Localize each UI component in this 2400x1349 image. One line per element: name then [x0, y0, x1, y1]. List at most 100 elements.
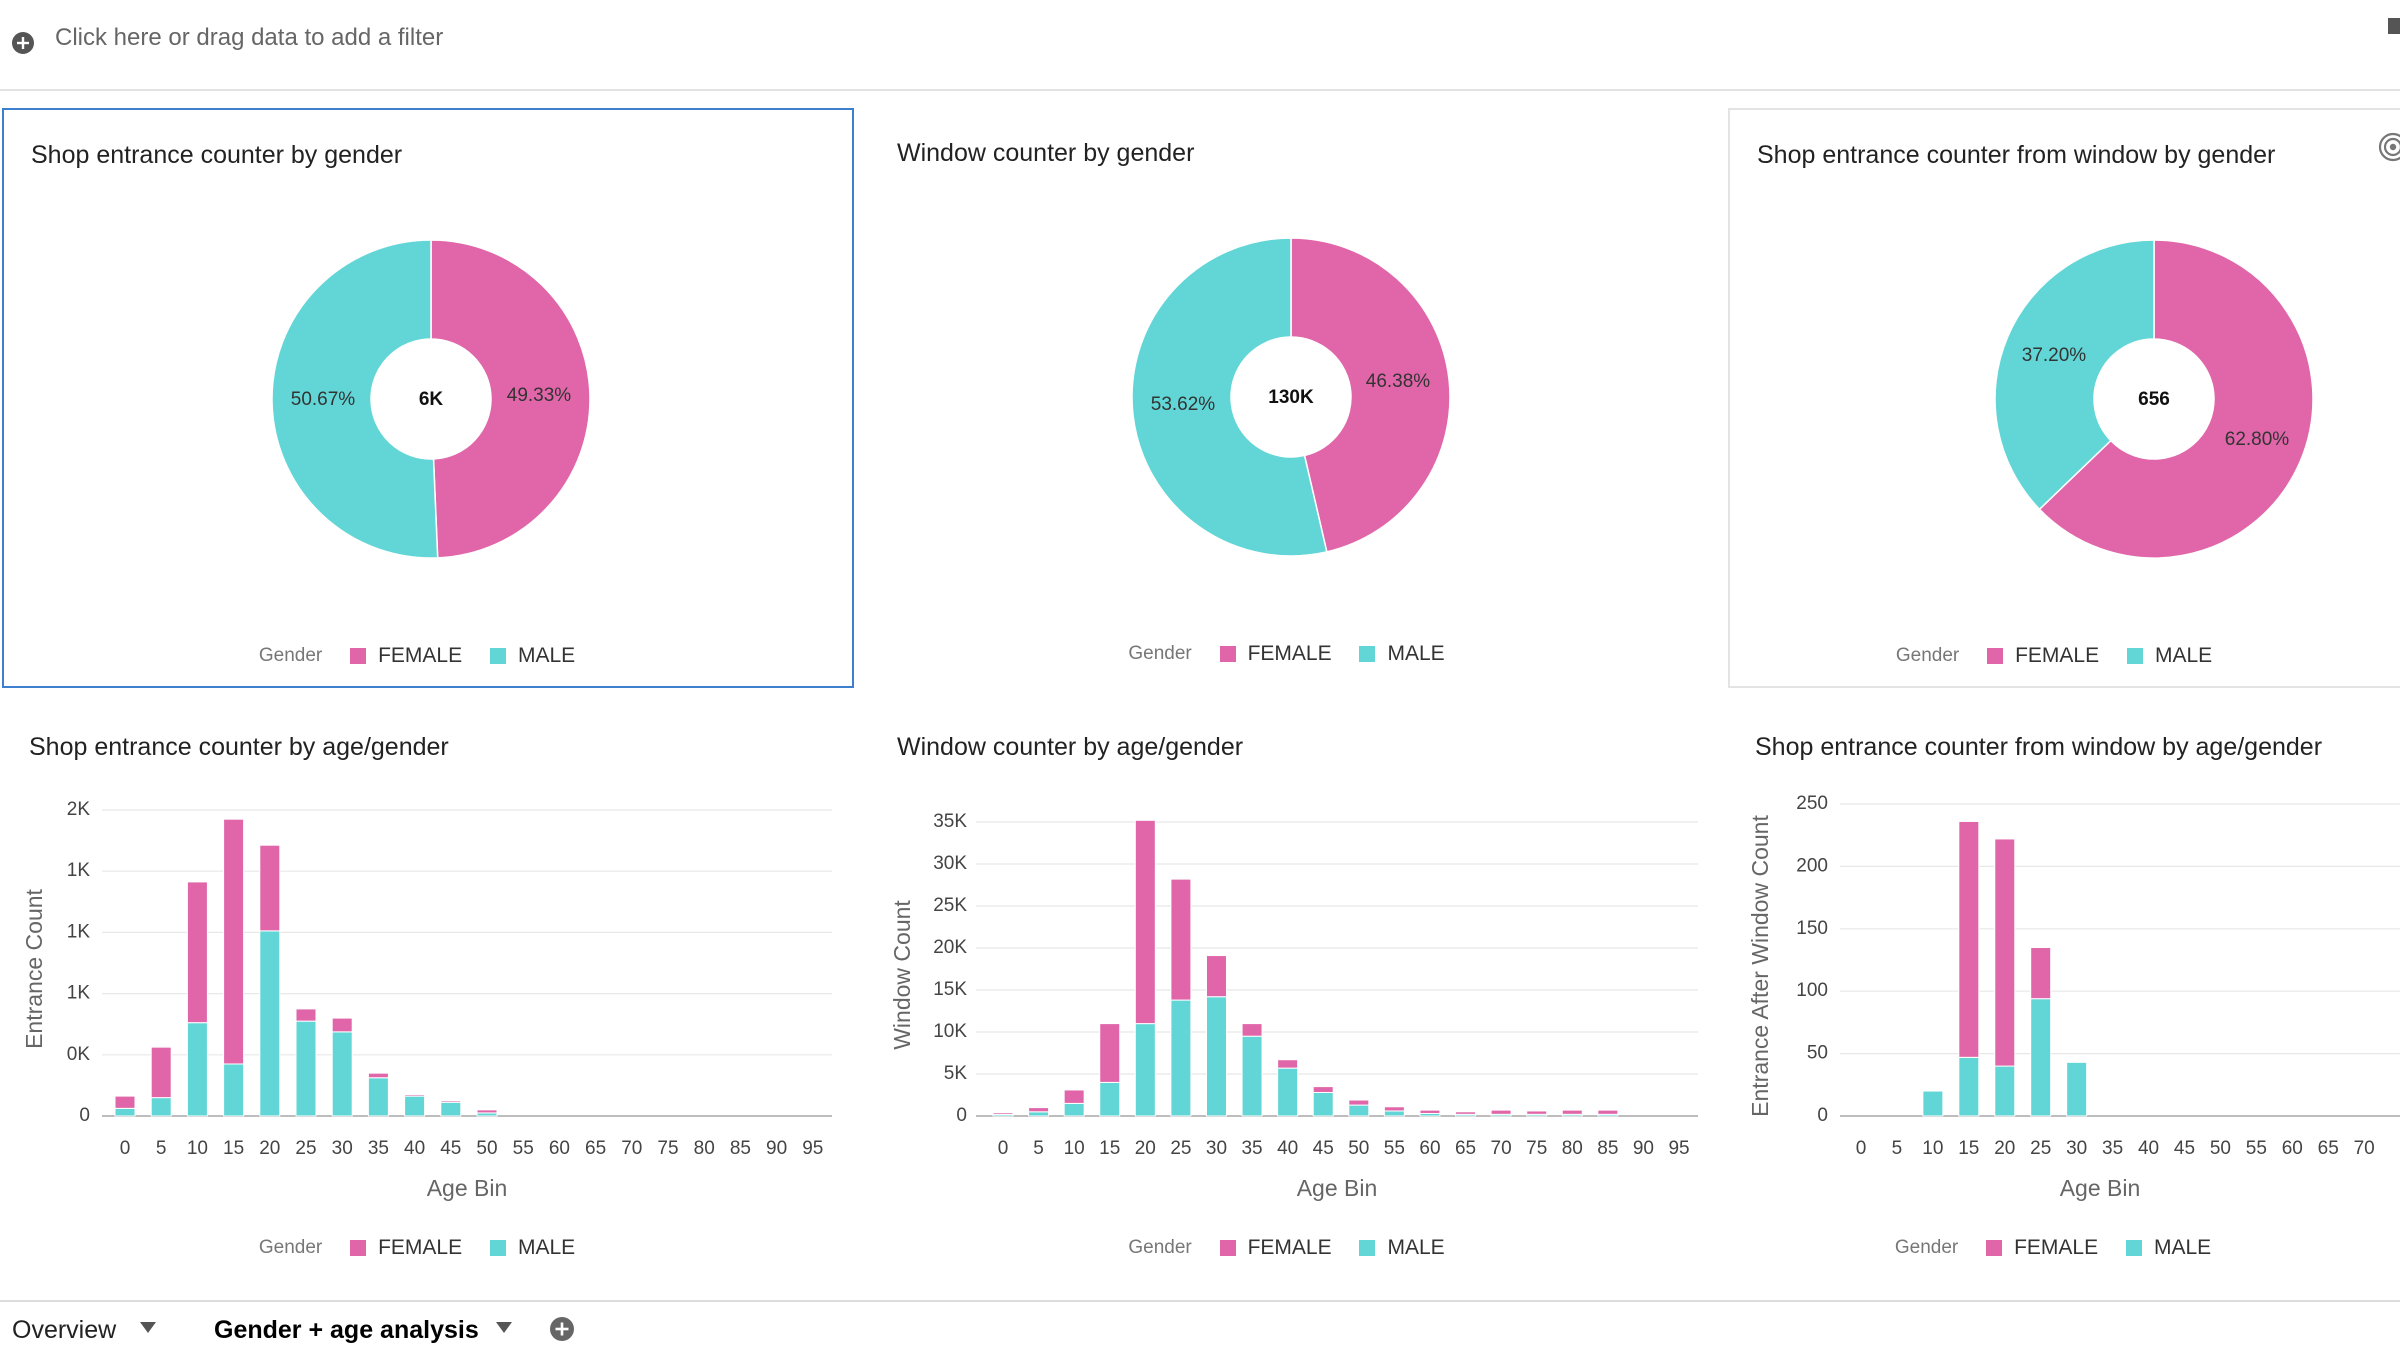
x-tick-label: 60 [549, 1138, 570, 1159]
bar-segment-female [1170, 878, 1192, 1001]
y-tick-label: 0K [67, 1044, 91, 1065]
y-tick-label: 100 [1796, 980, 1828, 1001]
x-tick-label: 25 [295, 1138, 316, 1159]
legend-label-male[interactable]: MALE [1387, 642, 1445, 666]
y-tick-label: 35K [933, 811, 967, 832]
x-tick-label: 30 [1206, 1138, 1227, 1159]
panel-window-by-age-gender[interactable]: Window counter by age/gender 0 5K 10K 15K 20… [870, 702, 1725, 1282]
legend-label-female[interactable]: FEMALE [2015, 644, 2100, 668]
legend-label-female[interactable]: FEMALE [1247, 642, 1332, 666]
legend-label-female[interactable]: FEMALE [378, 644, 463, 668]
panel-shop-entrance-from-window-by-gender[interactable]: Shop entrance counter from window by gen… [1728, 108, 2400, 688]
bar-segment-male [1958, 1056, 1980, 1117]
x-tick-label: 70 [621, 1138, 642, 1159]
legend-title: Gender [1128, 643, 1192, 665]
y-tick-label: 1K [67, 983, 91, 1004]
x-tick-label: 20 [1994, 1138, 2015, 1159]
x-tick-label: 10 [1064, 1138, 1085, 1159]
y-axis-title: Entrance Count [21, 888, 47, 1048]
panel-title: Shop entrance counter by age/gender [29, 733, 449, 761]
bar-segment-female [1994, 838, 2016, 1067]
x-tick-label: 45 [1313, 1138, 1334, 1159]
x-axis-title: Age Bin [1297, 1175, 1378, 1201]
legend-title: Gender [258, 1237, 323, 1259]
legend-title: Gender [1894, 1237, 1959, 1259]
bar-segment-male [440, 1101, 462, 1117]
x-tick-label: 35 [2102, 1138, 2123, 1159]
tab-gender-age-dropdown-icon[interactable] [496, 1322, 512, 1333]
bar-segment-female [1490, 1109, 1512, 1115]
x-tick-label: 95 [1668, 1138, 1689, 1159]
x-tick-label: 55 [513, 1138, 534, 1159]
legend-title: Gender [1895, 645, 1960, 667]
corner-marker [2388, 18, 2400, 34]
x-tick-label: 50 [476, 1138, 497, 1159]
bar-segment-male [114, 1107, 136, 1117]
y-axis-title: Entrance After Window Count [1747, 815, 1773, 1117]
x-tick-label: 85 [730, 1138, 751, 1159]
x-axis-title: Age Bin [2060, 1175, 2141, 1201]
x-tick-label: 45 [440, 1138, 461, 1159]
filter-bar[interactable]: Click here or drag data to add a filter [0, 0, 2400, 91]
x-tick-label: 40 [404, 1138, 425, 1159]
x-tick-label: 15 [223, 1138, 244, 1159]
tab-overview-dropdown-icon[interactable] [140, 1322, 156, 1333]
panel-window-by-gender[interactable]: Window counter by gender 46.38% 53.62% 130… [870, 108, 1725, 688]
legend-label-female[interactable]: FEMALE [378, 1236, 463, 1260]
bar-segment-male [2066, 1061, 2088, 1117]
x-tick-label: 80 [694, 1138, 715, 1159]
filter-placeholder[interactable]: Click here or drag data to add a filter [55, 24, 444, 51]
bar-chart: 0 0K 1K 1K 1K 2K 0 5 10 15 20 25 30 35 40 45 50 55 60 65 70 7… [21, 799, 832, 1201]
panel-shop-entrance-by-age-gender[interactable]: Shop entrance counter by age/gender 0 0K 1… [2, 702, 854, 1282]
tab-gender-age-analysis[interactable]: Gender + age analysis [214, 1316, 479, 1344]
bar-segment-female [367, 1072, 389, 1079]
x-tick-label: 40 [2138, 1138, 2159, 1159]
legend-label-male[interactable]: MALE [517, 1236, 576, 1260]
x-tick-label: 45 [2174, 1138, 2195, 1159]
legend-title: Gender [258, 645, 323, 667]
plus-circle-icon[interactable] [548, 1315, 576, 1343]
legend-swatch-male [489, 1240, 506, 1257]
legend-label-male[interactable]: MALE [2153, 1236, 2212, 1260]
x-tick-label: 40 [1277, 1138, 1298, 1159]
donut-slice-male [271, 239, 439, 559]
legend-label-female[interactable]: FEMALE [2014, 1236, 2099, 1260]
bar-segment-female [1205, 955, 1227, 998]
bar-segment-male [1994, 1065, 2016, 1117]
bar-segment-male [223, 1063, 245, 1117]
y-tick-label: 0 [956, 1105, 967, 1126]
y-tick-label: 15K [933, 979, 967, 1000]
tab-overview[interactable]: Overview [12, 1316, 117, 1344]
bar-segment-female [295, 1008, 317, 1022]
legend-label-female[interactable]: FEMALE [1247, 1236, 1332, 1260]
panel-shop-entrance-by-gender[interactable]: Shop entrance counter by gender 49.33% 50… [2, 108, 854, 688]
slice-label-female: 62.80% [2225, 429, 2290, 450]
x-tick-label: 95 [802, 1138, 823, 1159]
bar-segment-female [1348, 1099, 1370, 1106]
sheet-tab-bar: Overview Gender + age analysis [0, 1300, 2400, 1349]
legend-label-male[interactable]: MALE [2154, 644, 2213, 668]
bar-segment-male [404, 1095, 426, 1117]
x-tick-label: 10 [187, 1138, 208, 1159]
legend-swatch-female [350, 648, 367, 665]
chart-legend: Gender FEMALE MALE [2, 1236, 854, 1260]
x-tick-label: 20 [1135, 1138, 1156, 1159]
bar-segment-female [1063, 1089, 1085, 1104]
chart-legend: Gender FEMALE MALE [4, 644, 852, 668]
legend-label-male[interactable]: MALE [1387, 1236, 1445, 1260]
y-tick-label: 25K [933, 895, 967, 916]
donut-slice-female [430, 239, 591, 559]
donut-chart: 49.33% 50.67% 6K [271, 239, 591, 559]
x-tick-label: 80 [1562, 1138, 1583, 1159]
x-tick-label: 70 [2354, 1138, 2375, 1159]
plus-circle-icon[interactable] [10, 30, 36, 56]
panel-shop-entrance-from-window-by-age-gender[interactable]: Shop entrance counter from window by age… [1728, 702, 2400, 1282]
bar-segment-male [367, 1077, 389, 1117]
bar-segment-male [1922, 1090, 1944, 1117]
chart-legend: Gender FEMALE MALE [1730, 644, 2400, 668]
bar-segment-male [1099, 1081, 1121, 1117]
bar-segment-male [1063, 1102, 1085, 1117]
legend-label-male[interactable]: MALE [517, 644, 576, 668]
x-tick-label: 0 [120, 1138, 131, 1159]
target-icon[interactable] [2376, 130, 2400, 164]
